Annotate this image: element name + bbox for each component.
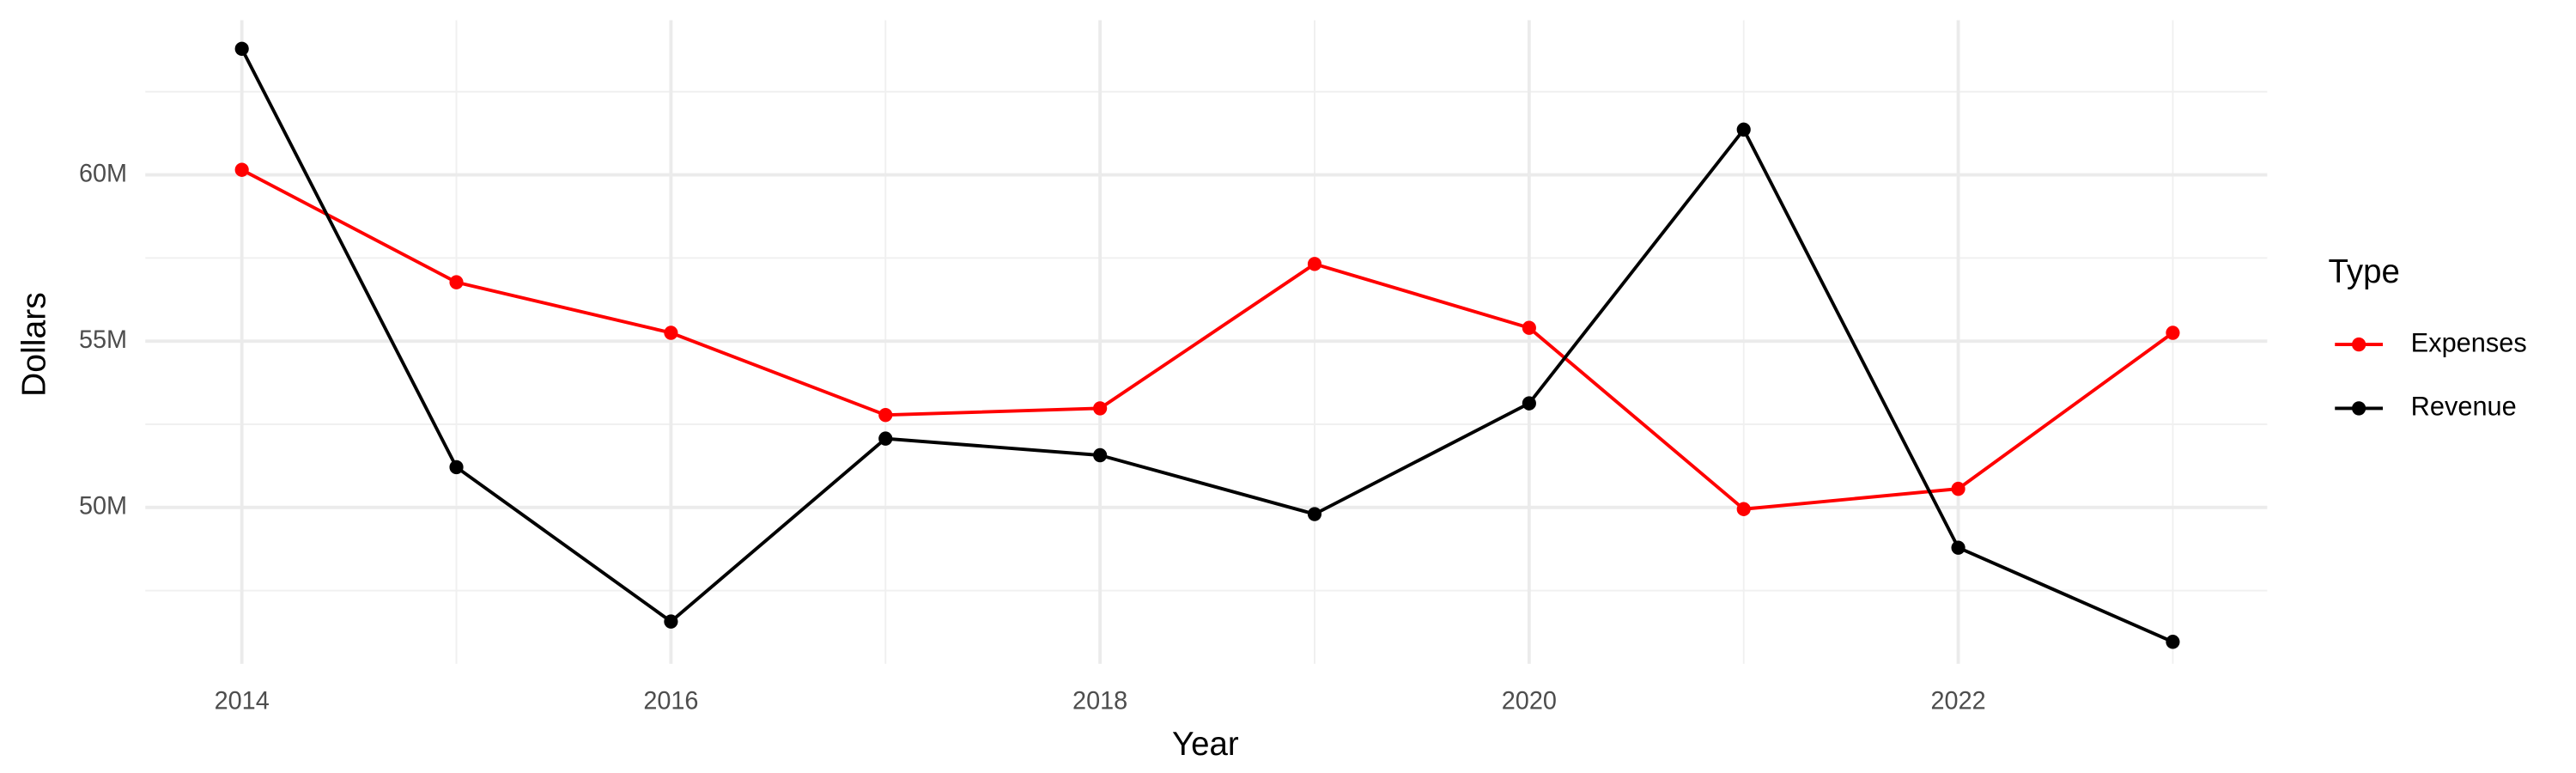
data-point xyxy=(1307,507,1322,521)
data-point xyxy=(2166,635,2180,649)
data-point xyxy=(234,41,249,56)
y-tick-label: 50M xyxy=(79,492,127,520)
legend-label: Revenue xyxy=(2411,391,2517,421)
data-point xyxy=(878,407,893,423)
y-tick-label: 60M xyxy=(79,160,127,187)
data-point xyxy=(234,162,249,177)
data-point xyxy=(664,326,678,340)
data-point xyxy=(1736,502,1751,516)
x-tick-label: 2014 xyxy=(215,687,270,715)
legend-swatch-point xyxy=(2352,401,2366,416)
data-point xyxy=(1522,396,1536,411)
data-point xyxy=(878,431,893,446)
data-point xyxy=(1307,257,1322,271)
y-tick-label: 55M xyxy=(79,326,127,354)
data-point xyxy=(449,460,464,475)
x-tick-label: 2022 xyxy=(1931,687,1986,715)
y-axis-title: Dollars xyxy=(16,292,53,397)
x-tick-label: 2016 xyxy=(643,687,698,715)
legend-label: Expenses xyxy=(2411,327,2527,357)
data-point xyxy=(1736,122,1751,137)
data-point xyxy=(2166,326,2180,340)
data-point xyxy=(1093,401,1108,416)
data-point xyxy=(1951,540,1965,555)
x-tick-label: 2018 xyxy=(1072,687,1127,715)
data-point xyxy=(1951,481,1965,496)
x-tick-label: 2020 xyxy=(1502,687,1557,715)
data-point xyxy=(449,275,464,289)
series-line xyxy=(240,47,2174,644)
data-point xyxy=(664,614,678,629)
data-point xyxy=(1093,447,1108,463)
series-line xyxy=(240,168,2174,511)
x-axis-title: Year xyxy=(1172,726,1239,763)
legend-title: Type xyxy=(2329,253,2400,290)
data-point xyxy=(1522,320,1536,335)
legend-swatch-point xyxy=(2352,337,2366,352)
